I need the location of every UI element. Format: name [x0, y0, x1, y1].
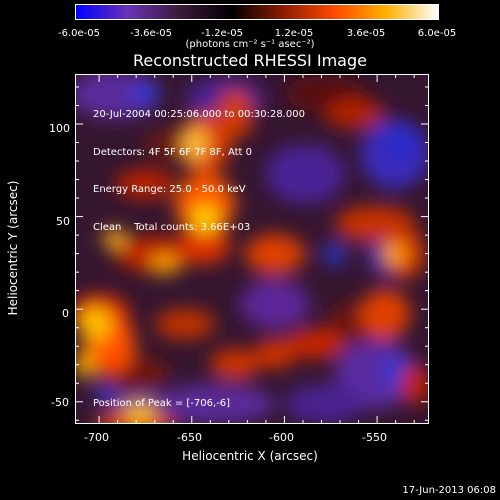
y-tick-label: -50 — [51, 396, 69, 409]
heatmap-blob — [183, 126, 207, 162]
colorbar-tick: 1.2e-05 — [274, 28, 314, 39]
colorbar — [75, 4, 439, 20]
heatmap-blob — [155, 384, 275, 424]
heatmap-blob — [382, 124, 418, 164]
colorbar-tick: -3.6e-05 — [130, 28, 172, 39]
heatmap-blob — [175, 174, 235, 234]
annotation-counts: Clean Total counts: 3.66E+03 — [93, 221, 251, 233]
heatmap-blob — [323, 242, 347, 266]
chart-title: Reconstructed RHESSI Image — [133, 51, 367, 70]
colorbar-ticks: -6.0e-05 -3.6e-05 -1.2e-05 1.2e-05 3.6e-… — [0, 0, 500, 40]
heatmap-blob — [245, 234, 305, 274]
x-axis-label: Heliocentric X (arcsec) — [182, 449, 318, 463]
annotation-time: 20-Jul-2004 00:25:06.000 to 00:30:28.000 — [93, 109, 305, 120]
heatmap-blob — [124, 404, 156, 424]
heatmap-blob — [400, 364, 429, 404]
heatmap-blob — [75, 350, 95, 378]
heatmap-blob — [325, 99, 385, 129]
peak-label: Position of Peak = [-706,-6] — [93, 398, 231, 409]
heatmap-blobs — [75, 74, 429, 424]
heatmap-blob — [240, 279, 310, 329]
heatmap-blob — [383, 242, 407, 266]
x-tick-label: -550 — [362, 431, 387, 444]
heatmap-blob — [131, 84, 159, 104]
heatmap-blob — [155, 309, 215, 339]
plot-frame — [75, 74, 429, 424]
heatmap-blob — [115, 169, 175, 199]
x-tick-label: -700 — [84, 431, 109, 444]
x-tick-label: -650 — [177, 431, 202, 444]
heatmap-blob — [265, 144, 345, 204]
x-tick-label: -600 — [269, 431, 294, 444]
heatmap-blob — [180, 224, 230, 264]
heatmap-blob — [285, 329, 345, 359]
colorbar-tick: -6.0e-05 — [58, 28, 100, 39]
heatmap-blob — [217, 89, 253, 139]
heatmap-blob — [191, 205, 219, 233]
y-tick-label: 50 — [56, 215, 70, 228]
heatmap-blob — [95, 384, 115, 404]
y-tick-label: 100 — [49, 122, 70, 135]
axis-ticks — [75, 74, 429, 424]
heatmap-plot — [75, 74, 429, 424]
heatmap-blob — [255, 339, 295, 369]
annotation-energy: Energy Range: 25.0 - 50.0 keV — [93, 184, 246, 195]
colorbar-tick: -1.2e-05 — [201, 28, 243, 39]
colorbar-tick: 3.6e-05 — [346, 28, 386, 39]
colorbar-tick: 6.0e-05 — [417, 28, 457, 39]
heatmap-blob — [210, 349, 260, 379]
heatmap-blob — [103, 229, 127, 249]
annotation-detectors: Detectors: 4F 5F 6F 7F 8F, Att 0 — [93, 146, 253, 158]
heatmap-blob — [285, 384, 365, 424]
y-tick-label: 0 — [62, 307, 69, 320]
heatmap-blob — [360, 289, 410, 339]
heatmap-blob — [79, 306, 111, 342]
annotation-block: 20-Jul-2004 00:25:06.000 to 00:30:28.000… — [93, 84, 305, 247]
timestamp: 17-Jun-2013 06:08 — [402, 485, 496, 496]
heatmap-blob — [150, 254, 180, 274]
y-axis-label: Heliocentric Y (arcsec) — [6, 180, 20, 316]
colorbar-units: (photons cm⁻² s⁻¹ asec⁻²) — [185, 39, 315, 50]
